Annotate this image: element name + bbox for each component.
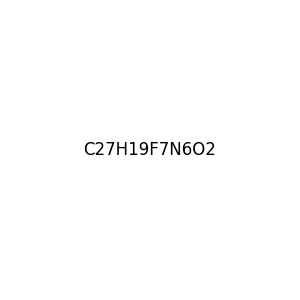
- Text: C27H19F7N6O2: C27H19F7N6O2: [84, 141, 216, 159]
